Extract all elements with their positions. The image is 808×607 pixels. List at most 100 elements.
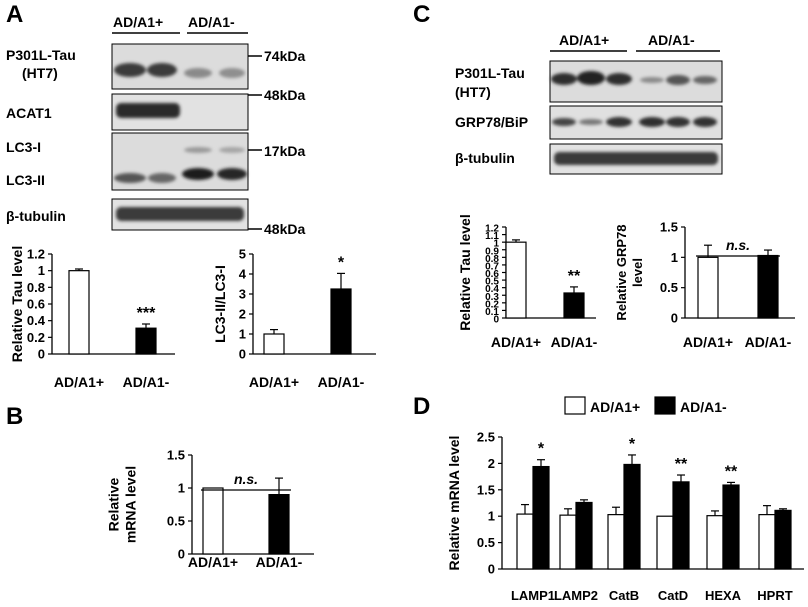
significance-mark: * [338,254,345,271]
y-tick-label: 1.5 [660,220,678,235]
x-tick-label: AD/A1- [551,334,598,350]
y-tick-label: 0.5 [660,280,678,295]
marker-74kda: 74kDa [264,48,305,64]
y-tick-label: 1 [493,239,499,250]
ns-label: n.s. [726,237,750,253]
x-tick-label: AD/A1+ [249,374,299,390]
y-tick-label: 3 [239,287,246,302]
y-tick-label: 1.1 [485,231,499,242]
y-tick-label: 0 [38,347,45,362]
y-tick-label: 1.5 [477,482,495,497]
significance-mark: ** [725,463,738,480]
x-tick-label: AD/A1- [123,374,170,390]
x-tick-label: AD/A1+ [54,374,104,390]
y-tick-label: 0.5 [167,514,185,529]
x-tick-label: AD/A1- [256,554,303,570]
bar [505,241,527,319]
blot-lc3 [111,132,249,191]
blot-label-tau-a-line1: P301L-Tau [6,47,76,63]
panel-c-group-2: AD/A1- [648,32,695,48]
significance-mark: * [629,436,636,453]
y-tick-label: 2 [239,307,246,322]
x-tick-label: CatB [609,588,639,603]
panel-letter-a: A [6,1,23,28]
bar [607,514,625,570]
y-tick-label: 1 [178,481,185,496]
significance-mark: * [538,441,545,458]
bar [68,270,90,355]
blot-label-tau-c-line1: P301L-Tau [455,65,525,81]
chart-d-lyso: 0 0.5 1 1.5 2 2.5 Relative mRNA level * LAMP1LAM… [446,396,804,603]
bar [706,515,724,570]
panel-letter-d: D [413,393,430,420]
significance-mark: ** [568,268,581,285]
y-tick-label: 0.3 [485,292,499,303]
y-tick-label: 0.8 [27,280,45,295]
bar [575,501,593,570]
x-tick-label: AD/A1- [318,374,365,390]
y-tick-label: 0 [239,347,246,362]
bar [758,514,776,570]
bar [563,292,585,319]
y-axis-label: LC3-II/LC3-I [212,265,228,343]
y-tick-label: 0.6 [27,297,45,312]
y-tick-label: 1 [488,509,495,524]
chart-c-tau: 00.10.20.30.40.50.60.70.80.911.11.2 Relat… [457,214,598,350]
y-tick-label: 0 [493,315,499,326]
y-tick-label: 1.5 [167,448,185,463]
marker-48kda-a: 48kDa [264,87,305,103]
y-tick-label: 0.4 [27,313,46,328]
chart-b-mrna: 0 0.5 1 1.5 Relative mRNA level AD/A1+ AD/A1- n.… [106,448,314,570]
y-axis-label: Relative GRP78 [614,224,629,320]
y-tick-label: 0.7 [485,261,499,272]
bar [672,481,690,570]
y-axis-label: Relative Tau level [9,246,25,362]
bar [623,463,641,570]
y-axis-label: mRNA level [123,466,139,543]
legend-label: AD/A1+ [590,399,640,415]
y-tick-label: 0.2 [485,299,499,310]
blot-label-grp78: GRP78/BiP [455,114,528,130]
y-tick-label: 1.2 [485,224,499,235]
blot-tau-c [549,60,723,103]
significance-mark: *** [137,305,156,322]
blot-label-acat1: ACAT1 [6,105,52,121]
bar [559,514,577,570]
panel-letter-c: C [413,1,430,28]
x-tick-label: AD/A1+ [683,334,733,350]
y-tick-label: 0 [671,311,678,326]
bar [656,515,674,570]
bar [722,484,740,570]
y-tick-label: 0.2 [27,330,45,345]
ns-label: n.s. [234,471,258,487]
panel-letter-b: B [6,403,23,430]
y-tick-label: 0.5 [477,535,495,550]
legend-label: AD/A1- [680,399,727,415]
y-tick-label: 0.1 [485,307,499,318]
chart-a-lc3: 0 1 2 3 4 5 LC3-II/LC3-I AD/A1+ * AD/A1- [212,247,376,390]
bar [532,465,550,570]
legend-swatch [654,396,676,415]
y-tick-label: 1 [671,250,678,265]
panel-a-group-2: AD/A1- [188,14,235,30]
significance-mark: ** [675,456,688,473]
blot-label-tubulin-c: β-tubulin [455,150,515,166]
y-tick-label: 0.5 [485,277,499,288]
bar [263,333,285,355]
x-tick-label: LAMP2 [554,588,598,603]
y-tick-label: 1 [239,327,246,342]
x-tick-label: LAMP1 [511,588,555,603]
marker-17kda: 17kDa [264,143,305,159]
blot-label-tau-a: P301L-Tau (HT7) [6,47,80,81]
blot-tau-a [111,43,249,90]
x-tick-label: HPRT [757,588,792,603]
blot-label-tau-a-line2: (HT7) [22,65,58,81]
y-tick-label: 2.5 [477,430,495,445]
y-tick-label: 0.8 [485,254,499,265]
y-tick-label: 4 [239,267,247,282]
bar [516,513,534,570]
blot-grp78 [549,105,723,140]
legend-swatch [564,396,586,415]
